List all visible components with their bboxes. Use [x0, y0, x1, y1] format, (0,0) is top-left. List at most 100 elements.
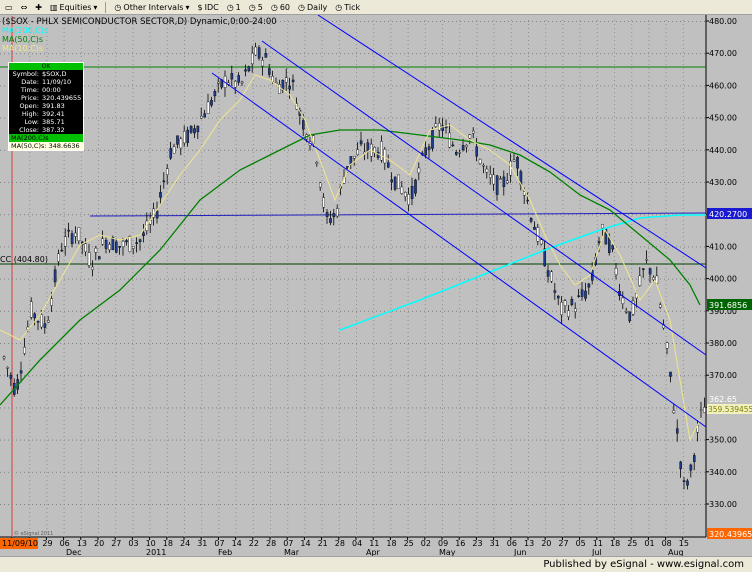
equities-dropdown[interactable]: ▥ Equities ▾ [48, 3, 99, 12]
interval-1-button[interactable]: ◷ 1 [225, 3, 243, 12]
data-window-header: OK [9, 63, 83, 70]
price-axis[interactable] [706, 15, 752, 537]
candle-up [407, 194, 411, 205]
clock-icon: ◷ [270, 2, 278, 12]
new-chart-icon[interactable]: ▭ [5, 2, 13, 12]
x-tick-label: 24 [180, 539, 190, 548]
candle-up [703, 407, 706, 413]
candle-up [6, 366, 9, 369]
candle-down [60, 249, 64, 252]
candle-down [557, 295, 560, 299]
x-tick-label: 06 [60, 539, 70, 548]
candle-down [553, 290, 557, 293]
candle-up [380, 141, 383, 161]
y-tick-label: 380.00 [709, 339, 737, 348]
y-tick-label: 330.00 [709, 500, 737, 509]
candle-down [584, 290, 587, 299]
x-tick-label: 20 [541, 539, 551, 548]
candle-up [179, 138, 183, 149]
month-label: Dec [66, 548, 81, 556]
candle-up [499, 178, 502, 180]
x-tick-label: 13 [524, 539, 534, 548]
candle-up [278, 83, 281, 94]
y-tick-label: 440.00 [709, 146, 737, 155]
interval-5-button[interactable]: ◷ 5 [247, 3, 265, 12]
x-tick-label: 14 [300, 539, 310, 548]
candle-down [686, 480, 689, 486]
candle-down [689, 464, 693, 471]
candle-down [118, 246, 121, 248]
candle-up [492, 174, 496, 185]
candle-down [196, 125, 200, 133]
separator [105, 1, 107, 13]
y-tick-label: 390.00 [709, 307, 737, 316]
x-tick-label: 28 [266, 539, 276, 548]
month-label: Feb [218, 548, 232, 556]
candle-up [30, 301, 33, 318]
legend-ma50: MA(50,C)s [2, 35, 43, 44]
candle-up [625, 311, 628, 313]
candle-down [104, 239, 108, 249]
interval-tick-button[interactable]: ◷ Tick [333, 3, 362, 12]
candle-down [441, 125, 445, 131]
clock-icon: ◷ [226, 2, 234, 12]
price-tag-ma50 [707, 299, 752, 310]
candle-up [665, 342, 669, 349]
candle-down [679, 461, 682, 470]
candle-down [135, 242, 139, 244]
price-tag-bottom [707, 528, 752, 539]
time-axis[interactable] [0, 537, 752, 556]
add-icon[interactable]: ✚ [35, 2, 42, 12]
data-window[interactable]: OK Symbol: $SOX,D Date: 11/09/10 Time: 00:00 P… [8, 62, 84, 151]
price-chart[interactable]: ($SOX - PHLX SEMICONDUCTOR SECTOR,D) Dyn… [0, 14, 752, 557]
month-label: Aug [668, 548, 684, 556]
data-window-row: Symbol: $SOX,D [12, 70, 67, 78]
candle-up [397, 174, 400, 189]
candle-up [261, 59, 264, 67]
ma10-line [0, 74, 701, 442]
y-tick-label: 400.00 [709, 275, 737, 284]
x-tick-label: 04 [352, 539, 362, 548]
candle-down [451, 144, 455, 147]
x-tick-label: 11 [593, 539, 603, 548]
candle-up [319, 182, 322, 188]
candle-up [417, 167, 421, 174]
month-label: Jul [591, 548, 602, 556]
candle-up [40, 314, 43, 328]
price-tag-upper [707, 208, 752, 219]
candle-down [247, 66, 251, 72]
data-window-row: Price: 320.439655 [20, 94, 82, 102]
clock-icon: ◷ [248, 2, 256, 12]
candle-up [356, 149, 360, 156]
candles [2, 42, 706, 490]
candle-down [114, 241, 118, 253]
candle-up [638, 275, 642, 286]
sync-icon[interactable]: ⇔ [20, 2, 28, 12]
candle-up [485, 168, 489, 173]
clock-icon: ◷ [298, 2, 305, 12]
source-label: IDC [204, 2, 219, 12]
x-tick-label: 21 [318, 539, 328, 548]
month-label: 2011 [146, 548, 166, 556]
x-tick-label: 01 [644, 539, 654, 548]
x-tick-label: 22 [249, 539, 259, 548]
legend-ma10: MA(10,C)s [2, 44, 43, 53]
candle-down [516, 156, 519, 169]
other-intervals-dropdown[interactable]: ◷ Other Intervals ▾ [112, 3, 191, 12]
candle-down [9, 374, 13, 379]
x-tick-label: 29 [42, 539, 52, 548]
candle-down [142, 232, 145, 237]
source-button[interactable]: $ IDC [195, 3, 220, 12]
x-tick-label: 02 [421, 539, 431, 548]
x-tick-label: 23 [472, 539, 482, 548]
interval-60-button[interactable]: ◷ 60 [269, 3, 292, 12]
candle-down [427, 146, 431, 150]
candle-up [655, 275, 659, 284]
candle-down [359, 140, 363, 145]
candle-up [560, 302, 563, 316]
y-tick-label: 430.00 [709, 178, 737, 187]
candle-down [693, 455, 696, 462]
candle-up [631, 300, 635, 315]
candle-up [182, 131, 186, 144]
interval-daily-button[interactable]: ◷ Daily [296, 3, 329, 12]
